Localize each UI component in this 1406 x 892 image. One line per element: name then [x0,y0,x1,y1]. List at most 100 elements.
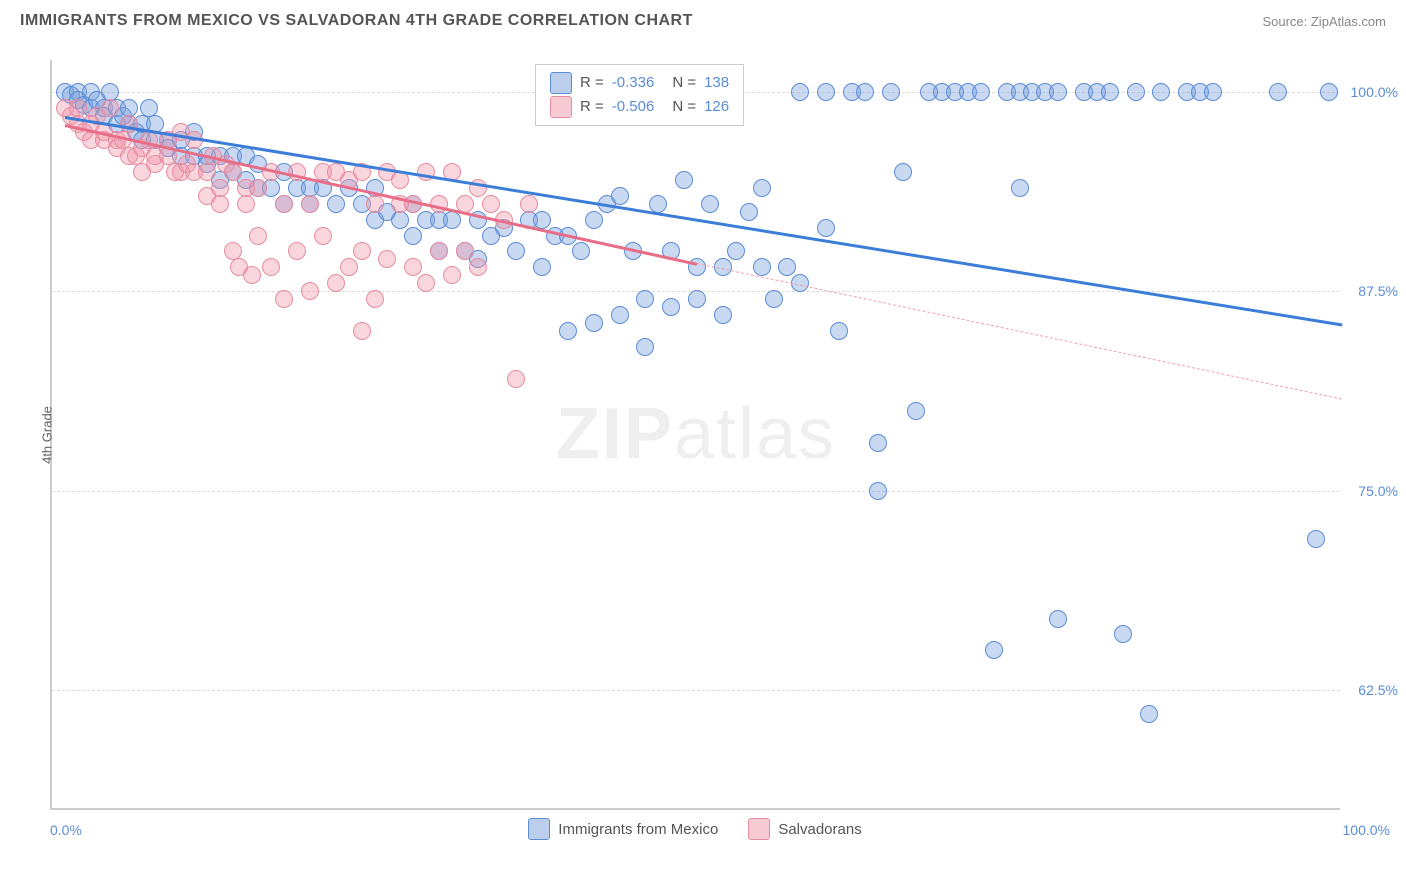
data-point [817,219,835,237]
data-point [198,163,216,181]
data-point [882,83,900,101]
gridline [52,690,1340,691]
data-point [1049,83,1067,101]
data-point [533,211,551,229]
data-point [1049,610,1067,628]
data-point [275,195,293,213]
data-point [249,227,267,245]
trend-line [697,263,1342,400]
data-point [611,306,629,324]
data-point [985,641,1003,659]
data-point [649,195,667,213]
data-point [243,266,261,284]
data-point [391,211,409,229]
data-point [249,179,267,197]
swatch-blue [550,72,572,94]
legend-row-salvadoran: R = -0.506 N = 126 [550,95,729,119]
data-point [701,195,719,213]
data-point [340,258,358,276]
data-point [688,290,706,308]
data-point [224,163,242,181]
data-point [830,322,848,340]
data-point [482,195,500,213]
data-point [101,99,119,117]
source-attribution: Source: ZipAtlas.com [1262,14,1386,29]
data-point [404,227,422,245]
y-tick-label: 87.5% [1358,283,1398,299]
data-point [1320,83,1338,101]
data-point [1114,625,1132,643]
data-point [520,195,538,213]
correlation-legend: R = -0.336 N = 138 R = -0.506 N = 126 [535,64,744,126]
watermark: ZIPatlas [556,393,836,475]
data-point [778,258,796,276]
data-point [288,242,306,260]
data-point [275,290,293,308]
y-tick-label: 100.0% [1351,84,1398,100]
data-point [636,290,654,308]
data-point [753,258,771,276]
data-point [301,195,319,213]
data-point [1140,705,1158,723]
data-point [869,482,887,500]
data-point [443,211,461,229]
data-point [1204,83,1222,101]
swatch-pink [550,96,572,118]
data-point [765,290,783,308]
chart-header: IMMIGRANTS FROM MEXICO VS SALVADORAN 4TH… [0,0,1406,38]
data-point [907,402,925,420]
data-point [262,258,280,276]
legend-item-salvadoran: Salvadorans [748,818,861,840]
data-point [1152,83,1170,101]
data-point [753,179,771,197]
data-point [1127,83,1145,101]
data-point [507,242,525,260]
data-point [714,306,732,324]
data-point [791,83,809,101]
data-point [533,258,551,276]
series-legend: Immigrants from Mexico Salvadorans [50,818,1340,840]
legend-row-mexico: R = -0.336 N = 138 [550,71,729,95]
y-tick-label: 75.0% [1358,483,1398,499]
data-point [469,258,487,276]
data-point [869,434,887,452]
y-tick-label: 62.5% [1358,682,1398,698]
data-point [353,322,371,340]
data-point [856,83,874,101]
data-point [611,187,629,205]
data-point [585,314,603,332]
data-point [430,242,448,260]
legend-item-mexico: Immigrants from Mexico [528,818,718,840]
x-tick-right: 100.0% [1343,822,1390,838]
data-point [353,242,371,260]
data-point [507,370,525,388]
data-point [585,211,603,229]
data-point [1011,179,1029,197]
data-point [366,195,384,213]
swatch-blue-icon [528,818,550,840]
plot-region: ZIPatlas R = -0.336 N = 138 R = -0.506 N… [50,60,1340,810]
data-point [636,338,654,356]
data-point [1307,530,1325,548]
data-point [727,242,745,260]
data-point [314,227,332,245]
data-point [1101,83,1119,101]
data-point [572,242,590,260]
swatch-pink-icon [748,818,770,840]
data-point [301,282,319,300]
data-point [817,83,835,101]
data-point [456,242,474,260]
data-point [675,171,693,189]
data-point [378,250,396,268]
data-point [559,322,577,340]
chart-area: ZIPatlas R = -0.336 N = 138 R = -0.506 N… [50,60,1340,810]
data-point [740,203,758,221]
data-point [1269,83,1287,101]
y-axis-label: 4th Grade [39,406,54,464]
gridline [52,491,1340,492]
data-point [443,266,461,284]
data-point [404,258,422,276]
data-point [662,298,680,316]
data-point [327,195,345,213]
data-point [894,163,912,181]
